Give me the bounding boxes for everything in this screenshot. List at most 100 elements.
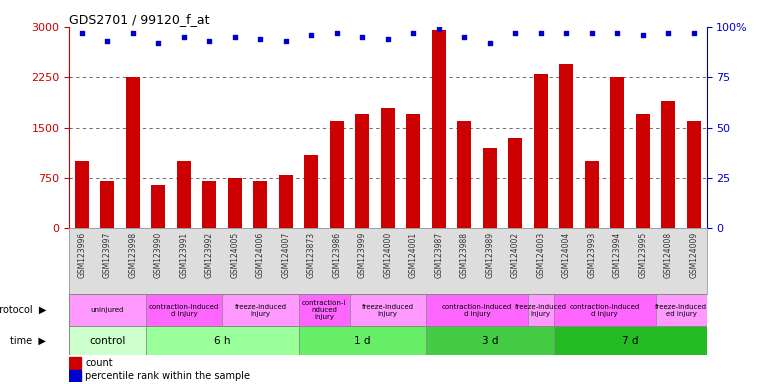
Bar <box>687 121 701 228</box>
Text: GDS2701 / 99120_f_at: GDS2701 / 99120_f_at <box>69 13 210 26</box>
Point <box>305 32 317 38</box>
Bar <box>202 182 217 228</box>
Point <box>509 30 521 36</box>
Bar <box>554 294 656 326</box>
Bar <box>228 178 242 228</box>
Point <box>280 38 292 44</box>
Bar <box>299 294 349 326</box>
Text: contraction-induced
d injury: contraction-induced d injury <box>149 304 219 316</box>
Bar <box>74 161 89 228</box>
Text: contraction-i
nduced
injury: contraction-i nduced injury <box>302 300 346 320</box>
Text: GSM124003: GSM124003 <box>536 232 545 278</box>
Bar <box>508 138 522 228</box>
Bar <box>146 294 222 326</box>
Text: GSM123999: GSM123999 <box>358 232 367 278</box>
Point <box>229 34 241 40</box>
Bar <box>432 30 446 228</box>
Bar <box>69 294 146 326</box>
Bar <box>329 121 344 228</box>
Text: GSM123993: GSM123993 <box>588 232 596 278</box>
Text: GSM123995: GSM123995 <box>638 232 647 278</box>
Text: GSM124007: GSM124007 <box>281 232 290 278</box>
Bar <box>611 77 624 228</box>
Text: 7 d: 7 d <box>622 336 638 346</box>
Point <box>127 30 139 36</box>
Bar <box>177 161 191 228</box>
Text: 1 d: 1 d <box>354 336 371 346</box>
Bar <box>69 326 146 355</box>
Bar <box>636 114 650 228</box>
Text: GSM123987: GSM123987 <box>435 232 443 278</box>
Bar <box>554 326 707 355</box>
Text: contraction-induced
d injury: contraction-induced d injury <box>442 304 512 316</box>
Bar <box>151 185 165 228</box>
Text: GSM123873: GSM123873 <box>307 232 316 278</box>
Text: GSM123991: GSM123991 <box>180 232 188 278</box>
Bar <box>279 175 293 228</box>
Text: GSM124004: GSM124004 <box>562 232 571 278</box>
Bar <box>406 114 420 228</box>
Point <box>101 38 114 44</box>
Bar <box>426 326 554 355</box>
Point <box>204 38 216 44</box>
Bar <box>299 326 426 355</box>
Bar <box>222 294 299 326</box>
Text: freeze-induced
injury: freeze-induced injury <box>515 304 567 316</box>
Bar <box>126 77 140 228</box>
Bar <box>483 148 497 228</box>
Text: percentile rank within the sample: percentile rank within the sample <box>85 371 250 381</box>
Point <box>687 30 700 36</box>
Point <box>407 30 419 36</box>
Text: freeze-induced
injury: freeze-induced injury <box>234 304 286 316</box>
Text: GSM123996: GSM123996 <box>78 232 86 278</box>
Text: GSM123997: GSM123997 <box>103 232 112 278</box>
Text: GSM124006: GSM124006 <box>256 232 265 278</box>
Text: freeze-induced
injury: freeze-induced injury <box>362 304 414 316</box>
Text: GSM123992: GSM123992 <box>205 232 214 278</box>
Text: GSM123989: GSM123989 <box>485 232 495 278</box>
Text: GSM123986: GSM123986 <box>333 232 341 278</box>
Bar <box>534 74 548 228</box>
Bar <box>528 294 554 326</box>
Bar <box>101 182 114 228</box>
Bar <box>253 182 267 228</box>
Text: time  ▶: time ▶ <box>10 336 46 346</box>
Bar <box>69 356 81 369</box>
Bar <box>457 121 472 228</box>
Text: uninjured: uninjured <box>91 307 124 313</box>
Bar <box>69 370 81 382</box>
Text: 3 d: 3 d <box>482 336 498 346</box>
Point <box>76 30 88 36</box>
Bar <box>426 294 528 326</box>
Point <box>254 36 266 42</box>
Bar <box>661 101 675 228</box>
Point <box>177 34 190 40</box>
Text: GSM124001: GSM124001 <box>409 232 418 278</box>
Bar <box>356 114 369 228</box>
Bar <box>146 326 299 355</box>
Point <box>152 40 164 46</box>
Point <box>662 30 674 36</box>
Text: count: count <box>85 358 113 368</box>
Bar <box>381 108 395 228</box>
Text: GSM123990: GSM123990 <box>154 232 163 278</box>
Bar <box>349 294 426 326</box>
Point <box>432 26 445 32</box>
Point <box>484 40 496 46</box>
Text: GSM124000: GSM124000 <box>383 232 392 278</box>
Point <box>611 30 624 36</box>
Bar <box>656 294 707 326</box>
Point <box>535 30 547 36</box>
Point <box>458 34 471 40</box>
Bar <box>584 161 599 228</box>
Text: GSM124005: GSM124005 <box>230 232 240 278</box>
Text: protocol  ▶: protocol ▶ <box>0 305 46 315</box>
Text: GSM123988: GSM123988 <box>460 232 468 278</box>
Text: GSM123998: GSM123998 <box>128 232 137 278</box>
Bar <box>559 64 574 228</box>
Text: freeze-induced
ed injury: freeze-induced ed injury <box>655 304 707 316</box>
Bar <box>304 155 319 228</box>
Text: contraction-induced
d injury: contraction-induced d injury <box>569 304 640 316</box>
Text: 6 h: 6 h <box>214 336 230 346</box>
Point <box>560 30 572 36</box>
